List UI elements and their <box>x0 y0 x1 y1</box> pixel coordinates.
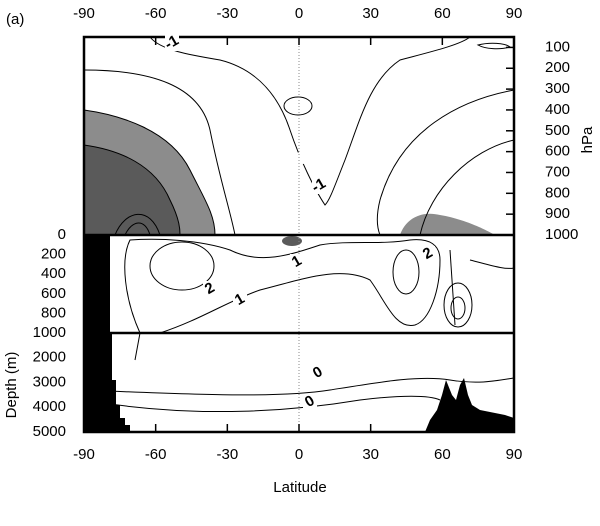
y-tick-label: 500 <box>545 122 570 139</box>
contour <box>114 213 161 236</box>
x-tick-label: -60 <box>145 446 167 463</box>
x-tick-label: 0 <box>295 446 303 463</box>
y-axis-label: hPa <box>579 126 596 153</box>
y-tick-label: 700 <box>545 163 570 180</box>
y-tick-label: 600 <box>41 285 66 302</box>
y-axis-label: Depth (m) <box>3 352 20 419</box>
y-tick-label: 5000 <box>33 423 66 440</box>
shade <box>282 236 302 246</box>
field <box>83 36 515 432</box>
contour-label-bg <box>312 178 326 194</box>
x-tick-label: 90 <box>506 446 523 463</box>
x-tick-label: -30 <box>216 446 238 463</box>
y-tick-label: 300 <box>545 80 570 97</box>
x-tick-label: -90 <box>73 5 95 22</box>
contour <box>83 69 236 236</box>
contour <box>83 109 216 236</box>
contour <box>476 42 512 50</box>
contour <box>419 139 515 236</box>
x-tick-label: -90 <box>73 446 95 463</box>
contour <box>292 152 312 164</box>
contour <box>83 395 441 413</box>
y-tick-label: 800 <box>41 304 66 321</box>
contour <box>83 144 181 236</box>
contour-label-bg <box>290 254 304 270</box>
panel-label: (a) <box>6 11 24 28</box>
land <box>425 378 514 432</box>
x-tick-label: 0 <box>295 5 303 22</box>
shade <box>124 238 441 334</box>
contour <box>134 249 515 361</box>
contour-label-bg <box>233 292 247 308</box>
shade <box>450 296 466 320</box>
x-tick-label: -60 <box>145 5 167 22</box>
x-tick-label: 90 <box>506 5 523 22</box>
contour <box>83 377 515 396</box>
y-tick-label: 800 <box>545 184 570 201</box>
y-tick-label: 2000 <box>33 349 66 366</box>
y-tick-label: 0 <box>58 226 66 243</box>
shade <box>84 145 180 235</box>
contour-label-bg <box>421 246 435 262</box>
x-tick-label: 30 <box>362 446 379 463</box>
y-tick-label: 600 <box>545 143 570 160</box>
shade <box>392 249 420 295</box>
x-tick-label: 60 <box>434 5 451 22</box>
contour-label-bg <box>311 365 325 381</box>
x-tick-label: -30 <box>216 5 238 22</box>
y-tick-label: 4000 <box>33 398 66 415</box>
x-tick-label: 60 <box>434 446 451 463</box>
contour <box>283 96 313 116</box>
y-tick-label: 900 <box>545 205 570 222</box>
y-tick-label: 1000 <box>545 226 578 243</box>
contour <box>376 89 515 236</box>
y-tick-label: 200 <box>41 246 66 263</box>
x-axis-label: Latitude <box>273 479 326 496</box>
shade <box>149 241 215 291</box>
shade <box>400 213 495 235</box>
contour-label-bg <box>203 281 217 297</box>
y-tick-label: 100 <box>545 38 570 55</box>
y-tick-label: 200 <box>545 59 570 76</box>
x-tick-label: 30 <box>362 5 379 22</box>
shade <box>148 36 472 206</box>
y-tick-label: 400 <box>41 265 66 282</box>
y-tick-label: 400 <box>545 101 570 118</box>
contour-label-bg <box>165 35 179 51</box>
shade <box>443 282 473 328</box>
y-tick-label: 1000 <box>33 324 66 341</box>
y-tick-label: 3000 <box>33 373 66 390</box>
contour-label-bg <box>303 394 317 410</box>
